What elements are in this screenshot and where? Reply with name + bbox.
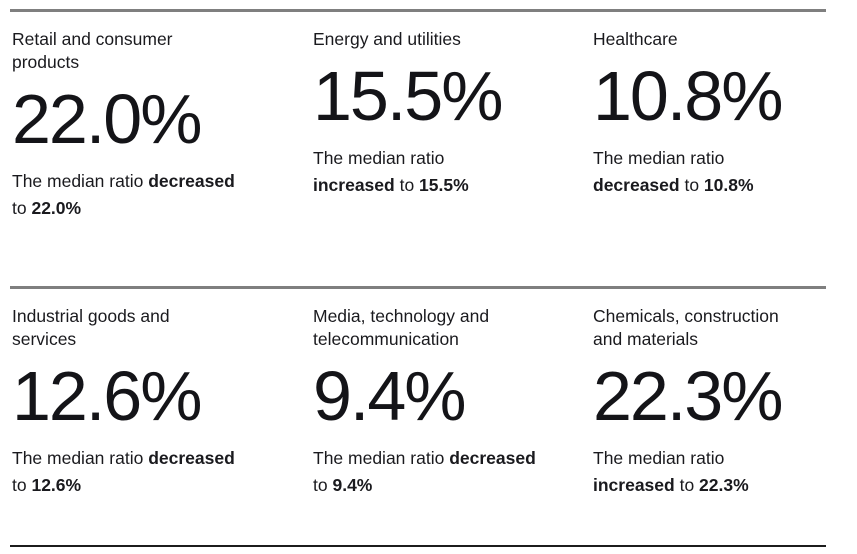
sector-title: Retail and consumer products [12, 29, 173, 72]
stat-value: 15.5% [313, 57, 503, 135]
sector-title: Industrial goods and services [12, 306, 170, 349]
stat-value: 22.3% [593, 357, 783, 435]
sector-stat-card: Industrial goods and services 12.6% The … [12, 289, 313, 517]
stats-row-1: Retail and consumer products 22.0% The m… [12, 12, 847, 286]
sector-title: Healthcare [593, 29, 678, 49]
stat-value: 9.4% [313, 357, 467, 435]
sector-stat-card: Healthcare 10.8% The median ratio decrea… [593, 12, 847, 217]
stat-description: The median ratio decreased to 12.6% [12, 448, 235, 495]
sector-title: Media, technology and telecommunication [313, 306, 490, 349]
stats-row-2: Industrial goods and services 12.6% The … [12, 289, 847, 545]
middle-divider [10, 286, 826, 289]
stat-description: The median ratio increased to 15.5% [313, 148, 469, 195]
sector-stat-card: Chemicals, construction and materials 22… [593, 289, 847, 517]
top-divider [10, 9, 826, 12]
sector-title: Energy and utilities [313, 29, 461, 49]
stat-description: The median ratio decreased to 22.0% [12, 171, 235, 218]
stat-description: The median ratio decreased to 9.4% [313, 448, 536, 495]
stat-value: 12.6% [12, 357, 202, 435]
bottom-divider [10, 545, 826, 547]
sector-title: Chemicals, construction and materials [593, 306, 779, 349]
sector-stat-card: Retail and consumer products 22.0% The m… [12, 12, 313, 240]
stat-value: 22.0% [12, 80, 202, 158]
sector-stat-card: Energy and utilities 15.5% The median ra… [313, 12, 593, 217]
sector-stat-card: Media, technology and telecommunication … [313, 289, 593, 517]
stat-description: The median ratio increased to 22.3% [593, 448, 749, 495]
stat-value: 10.8% [593, 57, 783, 135]
stat-description: The median ratio decreased to 10.8% [593, 148, 754, 195]
